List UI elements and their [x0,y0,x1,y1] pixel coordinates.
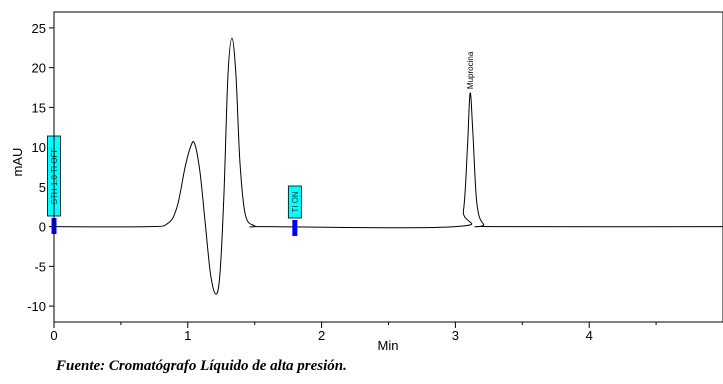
x-tick-label: 4 [586,328,593,343]
y-axis-label: mAU [10,148,25,177]
event-marker: TI ON [287,185,302,236]
chromatogram-trace [53,37,723,295]
event-tick [292,220,298,236]
figure-caption: Fuente: Cromatógrafo Líquido de alta pre… [56,358,347,374]
axis-tick-labels: 0 1 2 3 4 -10 -5 0 5 10 15 20 25 [27,21,593,343]
x-tick-label: 1 [184,328,191,343]
event-label: TI ON [291,191,300,213]
y-tick-label: -10 [27,299,46,314]
x-axis-label: Min [378,338,399,353]
event-markers: STH 1.0 TI OFF TI ON [47,135,302,236]
y-tick-label: -5 [34,259,46,274]
x-tick-label: 0 [50,328,57,343]
y-tick-label: 15 [32,100,46,115]
y-tick-label: 0 [39,220,46,235]
y-tick-label: 25 [32,21,46,36]
axis-ticks [49,27,657,328]
plot-frame [53,11,723,323]
event-label-box [287,185,302,219]
x-tick-label: 2 [318,328,325,343]
y-tick-label: 5 [39,180,46,195]
peak-label: Muprocina [466,51,475,89]
x-tick-label: 3 [452,328,459,343]
y-tick-label: 10 [32,140,46,155]
peak-annotations: Muprocina [466,51,475,89]
y-tick-label: 20 [32,61,46,76]
